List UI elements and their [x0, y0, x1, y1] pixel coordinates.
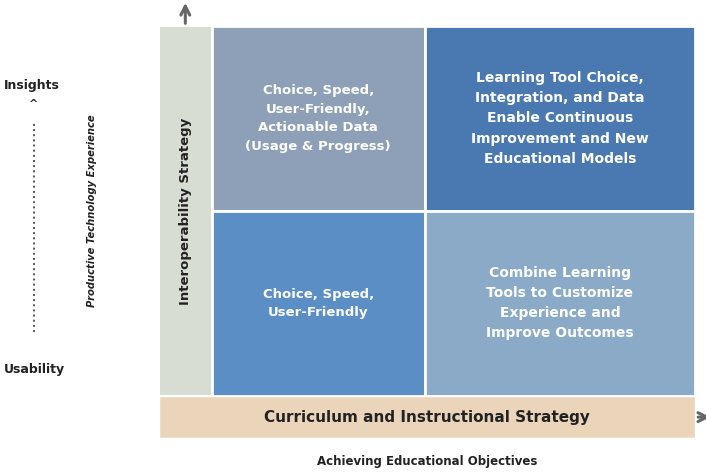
Text: Usability: Usability [4, 363, 65, 376]
Text: Insights: Insights [4, 79, 59, 92]
Text: Combine Learning
Tools to Customize
Experience and
Improve Outcomes: Combine Learning Tools to Customize Expe… [486, 266, 634, 340]
Bar [159, 396, 695, 438]
Bar [424, 211, 695, 396]
Text: ^: ^ [29, 99, 39, 109]
Text: Learning Tool Choice,
Integration, and Data
Enable Continuous
Improvement and Ne: Learning Tool Choice, Integration, and D… [471, 72, 649, 165]
Bar [212, 211, 424, 396]
Bar [159, 26, 212, 396]
Text: Curriculum and Instructional Strategy: Curriculum and Instructional Strategy [264, 410, 590, 425]
Bar [424, 26, 695, 211]
Text: Choice, Speed,
User-Friendly,
Actionable Data
(Usage & Progress): Choice, Speed, User-Friendly, Actionable… [246, 84, 391, 153]
Bar [212, 26, 424, 211]
Text: Productive Technology Experience: Productive Technology Experience [87, 115, 97, 307]
Text: Choice, Speed,
User-Friendly: Choice, Speed, User-Friendly [263, 288, 373, 319]
Text: Interoperability Strategy: Interoperability Strategy [179, 117, 192, 305]
Text: Achieving Educational Objectives: Achieving Educational Objectives [317, 455, 537, 468]
